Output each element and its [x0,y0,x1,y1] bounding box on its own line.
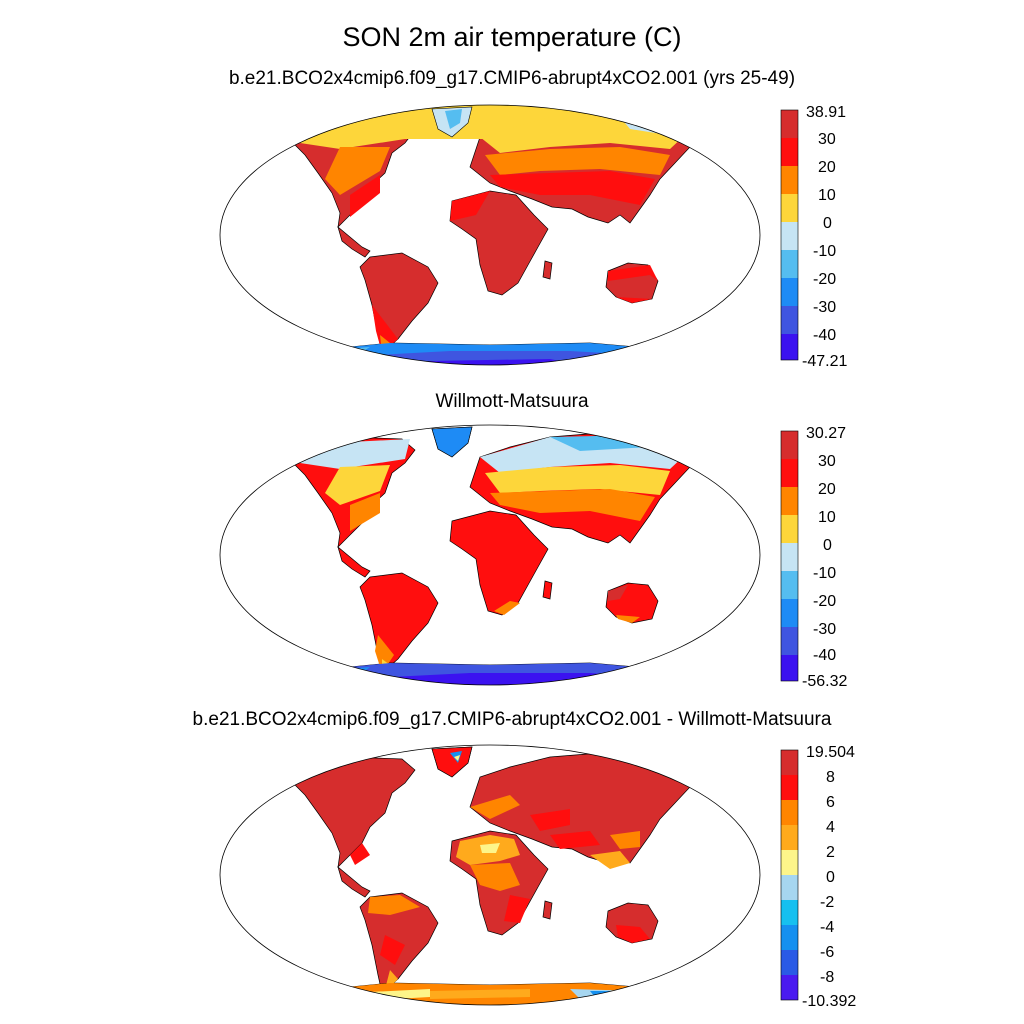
cb2-label: 20 [818,481,836,498]
cb3-label: -4 [820,919,834,936]
panel-2-subtitle: Willmott-Matsuura [435,391,589,412]
cb3-label: -6 [820,944,834,961]
cb3-label: -2 [820,894,834,911]
cb3-label: 4 [826,819,835,836]
cb1-label: 20 [818,159,836,176]
cb3-label-bottom: -10.392 [802,993,856,1010]
cb2-label: 30 [818,453,836,470]
cb1-label: 0 [823,215,832,232]
cb3-label: 8 [826,769,835,786]
cb2-label: -10 [813,565,836,582]
cb2-label: -40 [813,647,836,664]
colorbar-1: 38.91 30 20 10 0 -10 -20 -30 -40 -47.21 [780,104,847,370]
map-panel-1: 38.91 30 20 10 0 -10 -20 -30 -40 -47.21 [219,104,847,370]
globe-outline-3 [219,744,761,1006]
cb2-label-bottom: -56.32 [802,673,847,690]
cb3-label: -8 [820,969,834,986]
cb1-label: -20 [813,271,836,288]
cb2-label: -30 [813,621,836,638]
cb2-label: 0 [823,537,832,554]
cb3-label: 6 [826,794,835,811]
cb2-label: 10 [818,509,836,526]
cb1-label: -40 [813,327,836,344]
panel-1-subtitle: b.e21.BCO2x4cmip6.f09_g17.CMIP6-abrupt4x… [228,68,796,89]
cb1-label: -10 [813,243,836,260]
cb3-label-top: 19.504 [806,744,855,761]
globe-outline-1 [219,104,761,366]
map-panel-3: 19.504 8 6 4 2 0 -2 -4 -6 -8 -10.392 [219,744,856,1010]
map-panel-2: 30.27 30 20 10 0 -10 -20 -30 -40 -56.32 [219,424,847,690]
cb1-label-bottom: -47.21 [802,353,847,370]
cb3-label: 0 [826,869,835,886]
cb1-label: 10 [818,187,836,204]
cb2-label-top: 30.27 [806,425,846,442]
cb1-label-top: 38.91 [806,104,846,121]
colorbar-3: 19.504 8 6 4 2 0 -2 -4 -6 -8 -10.392 [780,744,856,1010]
cb1-label: -30 [813,299,836,316]
main-title: SON 2m air temperature (C) [342,22,682,52]
panel-3-subtitle: b.e21.BCO2x4cmip6.f09_g17.CMIP6-abrupt4x… [192,709,832,730]
colorbar-2: 30.27 30 20 10 0 -10 -20 -30 -40 -56.32 [780,425,847,690]
cb1-label: 30 [818,131,836,148]
globe-outline-2 [219,424,761,686]
cb2-label: -20 [813,593,836,610]
cb3-label: 2 [826,844,835,861]
